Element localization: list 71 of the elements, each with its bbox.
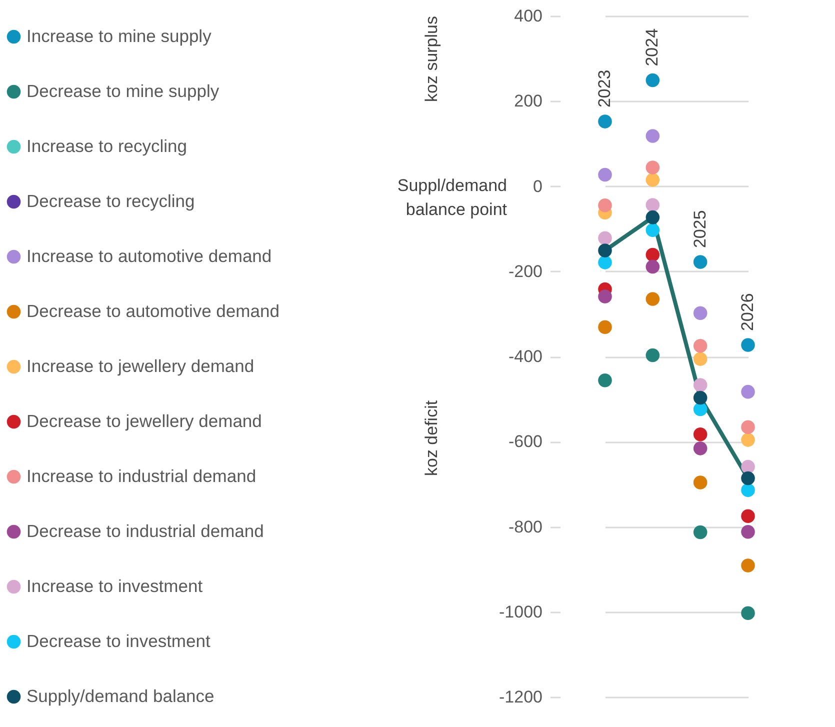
point [741,483,755,498]
point [693,352,708,366]
point [646,210,660,224]
point [598,256,612,270]
point [693,255,708,269]
point [646,223,660,237]
y-tick-label: 0 [533,176,542,196]
point [646,348,660,362]
point [598,244,612,258]
point [741,524,755,539]
y-tick-label: 400 [514,6,542,26]
y-tick-label: 200 [514,92,542,111]
point [693,525,708,540]
point [598,198,612,212]
legend-label: Decrease to industrial demand [26,520,264,541]
legend-label: Decrease to investment [26,630,210,651]
legend-label: Increase to investment [26,576,203,596]
point [693,402,708,416]
legend-label: Increase to industrial demand [26,466,256,486]
text: koz surplus [422,16,441,102]
point [646,198,660,212]
point [646,292,660,306]
point [598,114,612,128]
point [646,129,660,143]
point [598,373,612,388]
point [741,558,755,572]
point [693,476,708,490]
legend-label: Increase to automotive demand [26,246,272,266]
text: Suppl/demand balance point [397,176,508,219]
point [646,172,660,187]
point [598,168,612,182]
y-tick-label: -800 [508,517,542,536]
y-tick-label: -400 [508,347,542,366]
point [693,442,708,456]
legend-label: Increase to jewellery demand [26,356,254,376]
point [741,433,755,447]
point [741,471,755,486]
legend-label: Increase to mine supply [26,26,212,46]
point [646,260,660,274]
legend-label: Increase to recycling [26,136,187,156]
point [598,231,612,246]
x-tick-label: 2026 [738,293,757,332]
point [741,509,755,523]
point [598,320,612,334]
point [646,73,660,88]
x-tick-label: 2024 [642,28,662,66]
point [693,338,708,353]
y-tick-label: -1200 [499,688,542,706]
text: koz deficit [422,400,441,476]
point [741,338,755,352]
legend-label: Decrease to mine supply [26,80,220,101]
x-tick-label: 2025 [690,210,710,248]
point [741,606,755,620]
point [646,248,660,262]
legend-label: Decrease to recycling [26,190,195,211]
x-tick-label: 2023 [595,70,614,108]
y-tick-label: -600 [508,432,542,452]
point [598,290,612,304]
point [646,160,660,174]
y-tick-label: -200 [508,262,542,281]
legend-label: Decrease to automotive demand [26,300,280,321]
point [693,378,708,392]
point [693,428,708,442]
legend-label: Decrease to jewellery demand [26,410,262,431]
point [741,420,755,434]
point [741,384,755,399]
point [741,460,755,474]
point [693,390,708,405]
y-tick-label: -1000 [499,602,542,622]
point [693,306,708,320]
legend-label: Supply/demand balance [26,686,214,706]
